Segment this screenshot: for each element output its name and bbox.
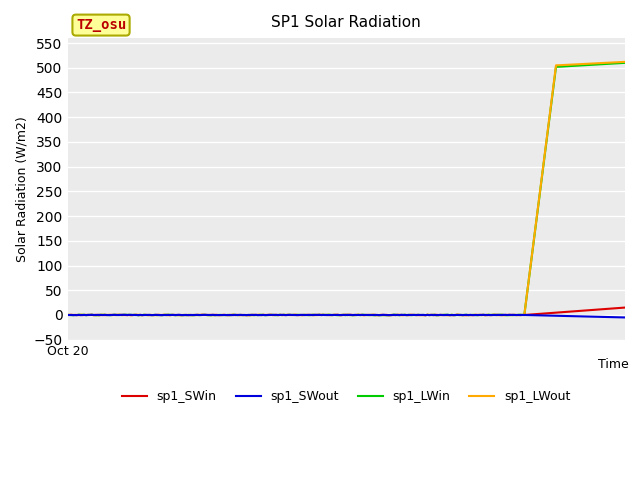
sp1_LWin — [64, 312, 72, 318]
Legend: sp1_SWin, sp1_SWout, sp1_LWin, sp1_LWout: sp1_SWin, sp1_SWout, sp1_LWin, sp1_LWout — [116, 385, 576, 408]
sp1_SWout — [509, 312, 517, 318]
sp1_LWout — [536, 194, 543, 200]
sp1_SWout — [536, 312, 543, 318]
sp1_LWout — [65, 312, 73, 318]
sp1_SWin — [621, 305, 629, 311]
sp1_LWin — [407, 312, 415, 318]
sp1_SWout — [396, 312, 403, 318]
Line: sp1_SWin: sp1_SWin — [68, 308, 625, 315]
sp1_LWout — [397, 312, 405, 318]
sp1_SWout — [394, 312, 401, 318]
sp1_LWin — [396, 312, 403, 318]
Line: sp1_LWout: sp1_LWout — [68, 62, 625, 315]
Text: TZ_osu: TZ_osu — [76, 18, 126, 32]
sp1_SWin — [397, 312, 405, 318]
sp1_SWout — [64, 312, 72, 318]
sp1_SWout — [571, 313, 579, 319]
sp1_SWout — [65, 312, 73, 318]
sp1_SWin — [157, 312, 164, 318]
sp1_LWout — [248, 312, 256, 318]
sp1_LWin — [536, 195, 543, 201]
sp1_SWin — [65, 312, 73, 318]
sp1_LWin — [65, 312, 73, 318]
sp1_LWout — [571, 61, 579, 67]
Title: SP1 Solar Radiation: SP1 Solar Radiation — [271, 15, 421, 30]
sp1_SWin — [571, 308, 579, 314]
sp1_SWin — [64, 312, 72, 318]
sp1_LWout — [396, 312, 403, 318]
sp1_SWin — [536, 311, 543, 317]
sp1_LWout — [621, 59, 629, 65]
sp1_LWin — [183, 312, 191, 318]
sp1_LWin — [621, 60, 629, 66]
Y-axis label: Solar Radiation (W/m2): Solar Radiation (W/m2) — [15, 116, 28, 262]
sp1_SWin — [396, 312, 403, 318]
sp1_LWin — [571, 63, 579, 69]
sp1_SWin — [407, 312, 415, 318]
Line: sp1_LWin: sp1_LWin — [68, 63, 625, 315]
X-axis label: Time: Time — [598, 358, 629, 371]
sp1_SWout — [621, 314, 629, 320]
sp1_SWout — [405, 312, 413, 318]
sp1_LWout — [407, 312, 415, 318]
Line: sp1_SWout: sp1_SWout — [68, 315, 625, 317]
sp1_LWout — [64, 312, 72, 318]
sp1_LWin — [397, 312, 405, 318]
